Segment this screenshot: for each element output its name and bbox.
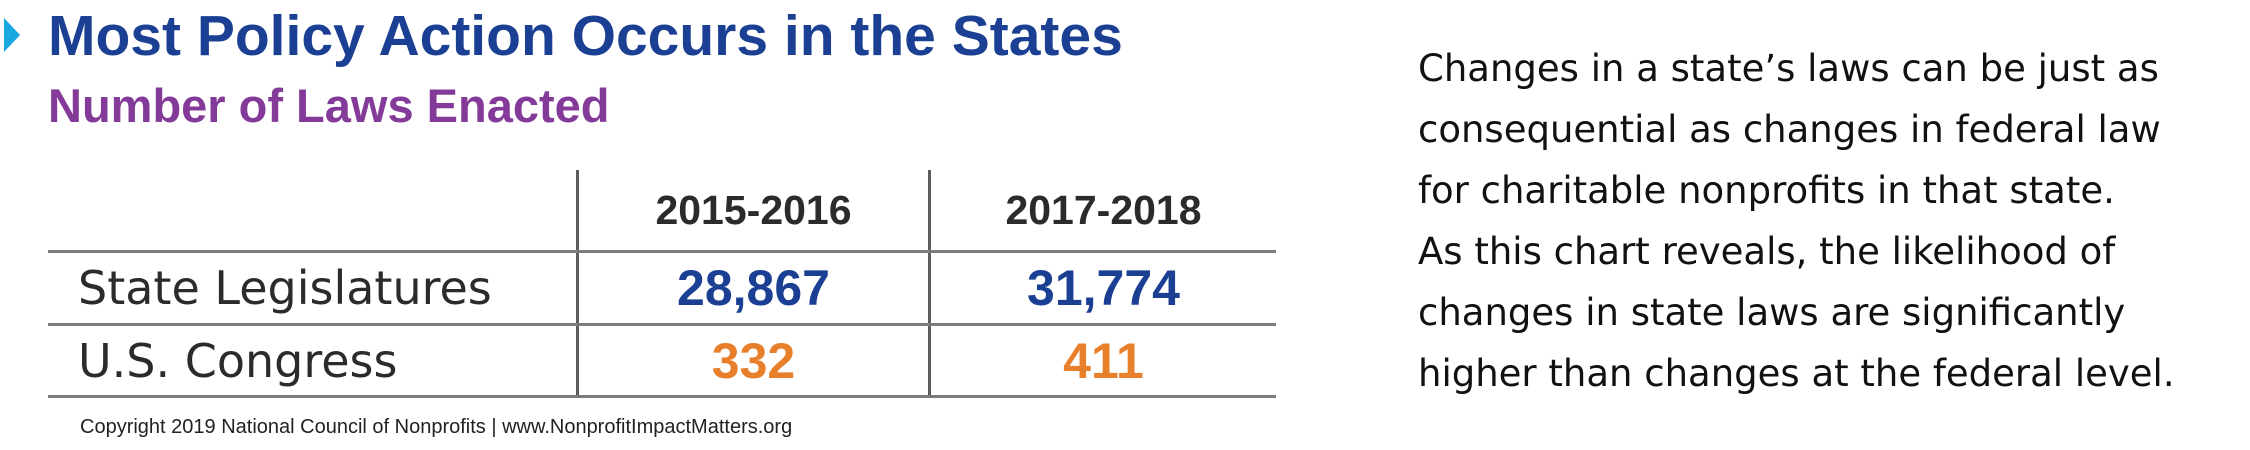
row-label-state-legislatures: State Legislatures — [78, 261, 492, 315]
cell-state-2017-2018: 31,774 — [1027, 260, 1180, 316]
cell-congress-2017-2018: 411 — [1063, 333, 1144, 389]
laws-table: 2015-2016 2017-2018 State Legislatures 2… — [48, 170, 1276, 398]
table-divider-horizontal — [48, 395, 1276, 398]
cell-congress-2015-2016: 332 — [711, 333, 796, 389]
description-line: higher than changes at the federal level… — [1418, 352, 2175, 395]
title-arrow-icon — [4, 18, 20, 52]
page-title: Most Policy Action Occurs in the States — [48, 4, 1123, 68]
column-header-2015-2016: 2015-2016 — [655, 187, 852, 233]
description-line: As this chart reveals, the likelihood of — [1418, 230, 2116, 273]
table-divider-horizontal — [48, 250, 1276, 253]
chart-subtitle: Number of Laws Enacted — [48, 79, 610, 132]
column-header-2017-2018: 2017-2018 — [1005, 187, 1202, 233]
table-divider-vertical — [928, 170, 931, 398]
copyright-notice: Copyright 2019 National Council of Nonpr… — [80, 416, 793, 438]
description-line: Changes in a state’s laws can be just as — [1418, 47, 2159, 90]
row-label-us-congress: U.S. Congress — [78, 334, 398, 388]
description-line: consequential as changes in federal law — [1418, 108, 2161, 151]
cell-state-2015-2016: 28,867 — [677, 260, 830, 316]
description-text: Changes in a state’s laws can be just as… — [1418, 38, 2238, 404]
description-line: changes in state laws are significantly — [1418, 291, 2126, 334]
description-line: for charitable nonprofits in that state. — [1418, 169, 2115, 212]
table-divider-vertical — [576, 170, 579, 398]
table-divider-horizontal — [48, 323, 1276, 326]
